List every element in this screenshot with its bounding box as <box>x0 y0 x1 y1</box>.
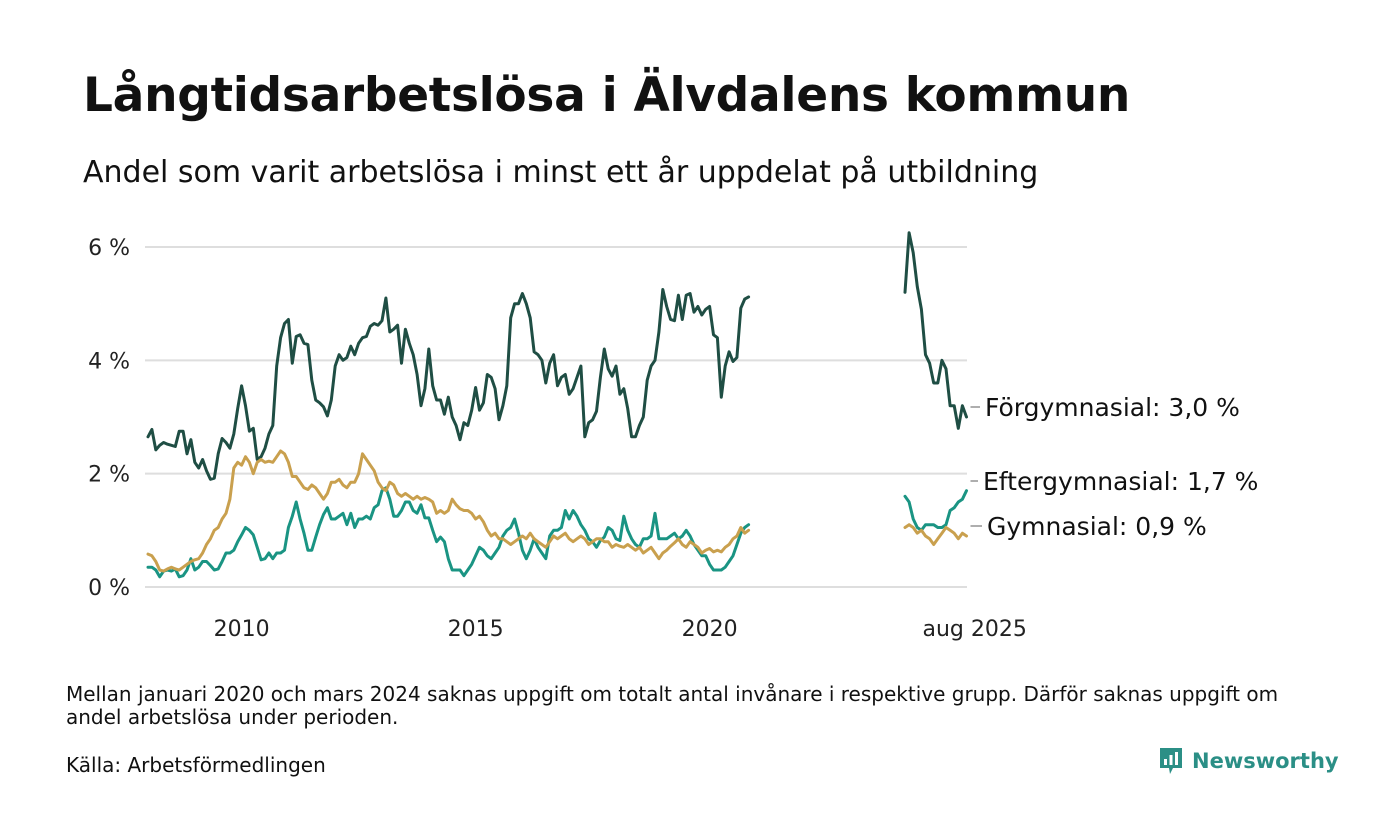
end-labels: Förgymnasial: 3,0 % Eftergymnasial: 1,7 %… <box>970 393 1258 541</box>
series-line-eftergymnasial-1 <box>146 486 751 579</box>
x-tick-label: 2015 <box>448 617 504 642</box>
x-tick-label: 2010 <box>214 617 270 642</box>
y-tick-label: 0 % <box>88 576 130 601</box>
end-label-förgymnasial: Förgymnasial: 3,0 % <box>985 393 1240 422</box>
series-line-eftergymnasial-2 <box>903 489 968 532</box>
footnote: Mellan januari 2020 och mars 2024 saknas… <box>66 682 1279 729</box>
brand-logo: Newsworthy <box>1158 746 1339 776</box>
newsworthy-logo-icon <box>1160 748 1182 774</box>
series-line-gymnasial-1 <box>146 449 751 573</box>
y-tick-label: 4 % <box>88 349 130 374</box>
chart-subtitle: Andel som varit arbetslösa i minst ett å… <box>83 155 1039 190</box>
y-tick-label: 2 % <box>88 463 130 488</box>
gridlines <box>145 246 967 588</box>
series-lines <box>146 231 968 579</box>
y-tick-label: 6 % <box>88 236 130 261</box>
chart-title: Långtidsarbetslösa i Älvdalens kommun <box>83 68 1131 123</box>
x-tick-label: aug 2025 <box>923 617 1027 642</box>
x-tick-label: 2020 <box>682 617 738 642</box>
y-axis-ticks: 0 % 2 % 4 % 6 % <box>88 236 130 601</box>
series-line-förgymnasial-1 <box>146 288 751 481</box>
end-label-gymnasial: Gymnasial: 0,9 % <box>987 512 1207 541</box>
brand-name: Newsworthy <box>1192 749 1339 773</box>
end-label-eftergymnasial: Eftergymnasial: 1,7 % <box>983 467 1258 496</box>
series-line-gymnasial-2 <box>903 523 968 546</box>
source-credit: Källa: Arbetsförmedlingen <box>66 753 326 777</box>
series-line-förgymnasial-2 <box>903 231 968 430</box>
x-axis-ticks: 2010 2015 2020 aug 2025 <box>214 617 1027 642</box>
